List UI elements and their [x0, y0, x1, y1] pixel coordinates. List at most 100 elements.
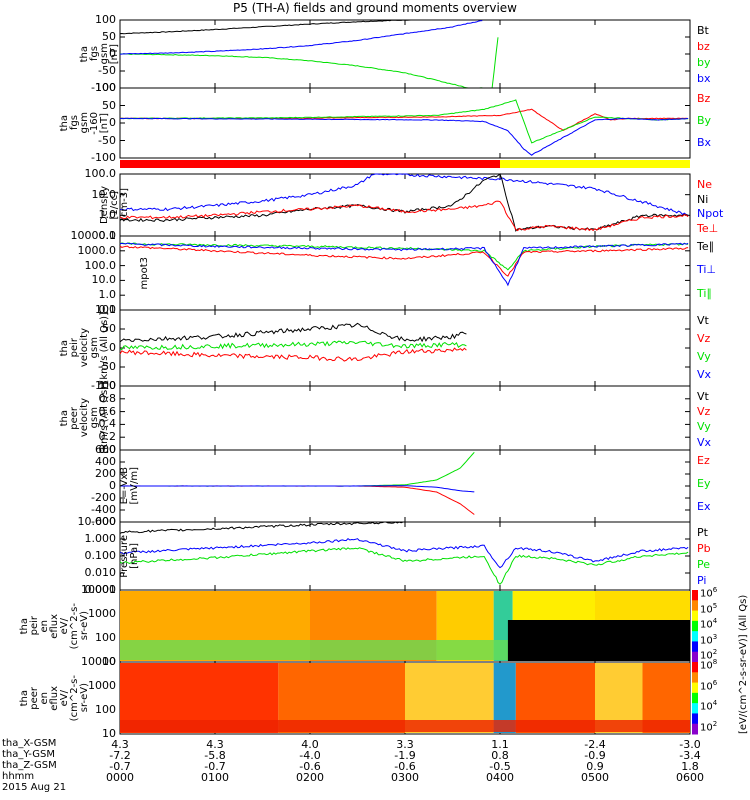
colorbar-tick: 106	[700, 678, 718, 692]
xaxis-value: -3.0	[679, 738, 701, 751]
ytick-label: 0.8	[98, 391, 117, 405]
series-pressure-Pt	[119, 521, 404, 534]
legend-Pb: Pb	[697, 542, 711, 556]
spectrogram-low-energy-band	[120, 720, 690, 732]
colorbar-tick: 105	[700, 601, 718, 615]
ytick-label: 10000	[81, 583, 116, 596]
legend-Ey: Ey	[697, 476, 711, 490]
ylabel-fgs: [nT] gsm fgs tha	[79, 43, 120, 65]
ylabel-ion_spec: sr-eV) (cm^2-s-eV/eflux en peir tha	[19, 602, 90, 650]
ytick-label: 100	[95, 703, 116, 716]
ytick-label: 200	[95, 467, 116, 480]
ytick-label: 0.1	[98, 303, 117, 316]
xaxis-value: 0.8	[491, 749, 509, 762]
colorbar-tick: 104	[700, 617, 718, 631]
legend-By: By	[697, 114, 712, 128]
series-fgs-by	[119, 37, 499, 89]
xaxis-value: 4.3	[111, 738, 129, 751]
ytick-label: 0.1	[98, 229, 117, 242]
legend-Ti⊥: Ti⊥	[697, 263, 717, 277]
ytick-label: 10.0	[91, 187, 117, 201]
xaxis-value: -0.9	[584, 749, 606, 762]
legend-Ex: Ex	[697, 499, 711, 513]
ytick-label: 0.0	[98, 443, 117, 456]
ylabel-velocity_full: [km/s (All Qs)] gsm velocity peir tha	[59, 312, 110, 384]
series-density-Ne	[119, 200, 689, 232]
xaxis-value: -0.7	[204, 760, 226, 773]
legend-Vy: Vy	[697, 420, 711, 434]
series-density-Ni	[119, 173, 689, 232]
legend-bz: bz	[697, 40, 710, 54]
ytick-label: 400	[95, 455, 116, 468]
xaxis-value: -0.6	[394, 760, 416, 773]
legend-Vz: Vz	[697, 332, 711, 346]
legend-Npot: Npot	[697, 207, 724, 221]
colorbar-segment	[692, 723, 698, 735]
xaxis-value: -7.2	[109, 749, 131, 762]
legend-Vz: Vz	[697, 405, 711, 419]
legend-Vt: Vt	[697, 390, 709, 403]
series-temperature-Ti_perp	[119, 242, 689, 287]
colorbar-segment	[692, 590, 698, 601]
legend-Bt: Bt	[697, 24, 709, 37]
legend-Ez: Ez	[697, 454, 710, 467]
ytick-label: 50	[102, 98, 116, 112]
ytick-label: 10	[102, 655, 116, 668]
panel-frame-fgs_clipped	[119, 87, 691, 159]
xaxis-value: 0100	[201, 771, 229, 784]
legend-Bx: Bx	[697, 136, 712, 150]
ytick-label: 100	[95, 81, 116, 94]
colorbar-segment	[692, 692, 698, 704]
ytick-label: 0.4	[98, 417, 117, 431]
ytick-label: -400	[91, 503, 116, 516]
ytick-label: 10.000	[77, 515, 117, 528]
ytick-label: 0.2	[98, 430, 117, 444]
ytick-label: 1.0	[98, 208, 117, 222]
colorbar-tick: 104	[700, 699, 718, 713]
ylabel-density: [cm-3] [1/cc] Density	[99, 185, 130, 225]
xaxis-value: 0200	[296, 771, 324, 784]
xaxis-value: 1.1	[491, 738, 509, 751]
ytick-label: 50	[102, 322, 116, 335]
xaxis-value: 4.3	[206, 738, 224, 751]
xaxis-value: 4.0	[301, 738, 319, 751]
ytick-label: 50	[102, 30, 116, 43]
series-fgs-bx	[120, 20, 483, 55]
ytick-label: 100	[95, 631, 116, 644]
xaxis-value: 0400	[486, 771, 514, 784]
colorbar-segment	[692, 600, 698, 612]
series-fgs_clipped-By	[119, 99, 689, 144]
status-strip-yellow	[500, 160, 690, 168]
series-fgs_clipped-Bx	[119, 117, 689, 156]
spectrogram-dark-region	[507, 620, 690, 661]
xaxis-value: 0.9	[586, 760, 604, 773]
legend-Vt: Vt	[697, 314, 709, 327]
xaxis-value: -1.9	[394, 749, 416, 762]
ylabel-temperature: mpot3	[139, 256, 150, 290]
ytick-label: -200	[91, 491, 116, 504]
ytick-label: 10000.0	[70, 229, 117, 242]
status-strip-red	[120, 160, 500, 168]
panel-frame-pressure	[119, 521, 691, 591]
legend-Bz: Bz	[697, 92, 711, 105]
series-efield-Ex	[120, 485, 475, 493]
ytick-label: 1000.0	[77, 243, 117, 257]
ytick-label: 0.010	[84, 566, 117, 579]
colorbar-segment	[692, 672, 698, 684]
xaxis-value: -2.4	[584, 738, 606, 751]
series-velocity_full-Vz	[119, 347, 467, 362]
legend-Ne: Ne	[697, 178, 712, 191]
series-efield-Ez	[120, 485, 475, 515]
xaxis-value: 1.8	[681, 760, 699, 773]
xaxis-value: -0.6	[299, 760, 321, 773]
ytick-label: 10.0	[91, 273, 117, 287]
xaxis-value: -5.8	[204, 749, 226, 762]
ytick-label: 1000	[88, 607, 116, 620]
ylabel-fgs_clipped: [nT] -160 gsm fgs tha	[59, 111, 110, 135]
xaxis-row-label: hhmm	[2, 771, 35, 782]
date-label: 2015 Aug 21	[2, 782, 67, 793]
ytick-label: 0	[109, 341, 116, 354]
ytick-label: 10000	[81, 655, 116, 668]
legend-Vx: Vx	[697, 368, 712, 382]
